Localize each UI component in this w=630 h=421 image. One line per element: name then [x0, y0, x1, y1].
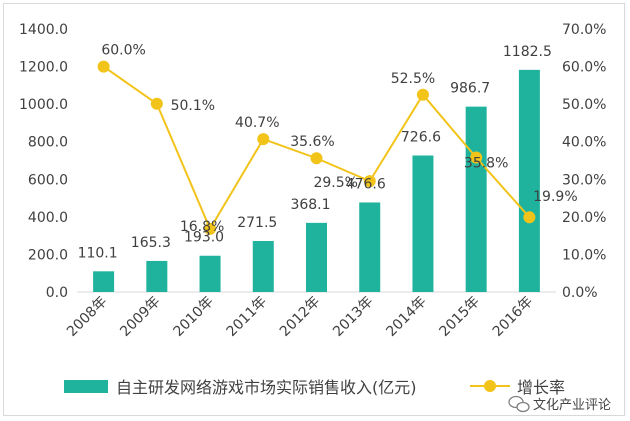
- legend-bar-swatch: [64, 380, 108, 393]
- growth-rate-point: [363, 175, 376, 188]
- left-axis-tick-label: 1400.0: [19, 22, 68, 38]
- right-axis-tick-label: 0.0%: [562, 285, 598, 301]
- growth-rate-label: 35.8%: [464, 155, 508, 171]
- bar: [199, 255, 221, 292]
- growth-rate-label: 60.0%: [101, 43, 145, 59]
- growth-rate-point: [523, 211, 536, 224]
- right-axis-tick-label: 60.0%: [562, 60, 606, 76]
- x-axis-category-label: 2012年: [277, 294, 323, 340]
- growth-rate-point: [257, 133, 270, 146]
- bar-value-label: 110.1: [78, 245, 118, 261]
- bar-value-label: 476.6: [346, 176, 386, 192]
- x-axis-category-label: 2008年: [64, 294, 110, 340]
- left-axis-tick-label: 800.0: [28, 135, 68, 151]
- growth-rate-point: [470, 151, 483, 164]
- left-axis-tick-label: 200.0: [28, 247, 68, 263]
- left-axis-tick-label: 0.0: [46, 285, 68, 301]
- growth-rate-point: [150, 97, 163, 110]
- growth-rate-label: 50.1%: [171, 98, 215, 114]
- bar: [146, 260, 168, 292]
- bar-value-label: 193.0: [184, 230, 224, 246]
- right-axis-tick-label: 10.0%: [562, 247, 606, 263]
- chart: 0.0 200.0 400.0 600.0 800.0 1000.0 1200.0 1400.…: [19, 22, 611, 413]
- right-axis-tick-label: 40.0%: [562, 135, 606, 151]
- bar: [412, 155, 434, 292]
- bar: [252, 240, 274, 292]
- x-axis-category-label: 2011年: [224, 294, 270, 340]
- left-axis-tick-label: 1000.0: [19, 97, 68, 113]
- left-axis-tick-label: 400.0: [28, 210, 68, 226]
- x-axis-category-label: 2013年: [330, 294, 376, 340]
- x-axis-category-label: 2010年: [170, 294, 216, 340]
- bar: [359, 202, 381, 292]
- bar-value-label: 986.7: [450, 81, 490, 97]
- growth-rate-label: 52.5%: [391, 71, 435, 87]
- growth-rate-point: [310, 152, 323, 165]
- bar-value-label: 368.1: [290, 197, 330, 213]
- x-axis-category-label: 2016年: [490, 294, 536, 340]
- legend-line-label: 增长率: [517, 378, 565, 397]
- right-axis-tick-label: 30.0%: [562, 172, 606, 188]
- bar: [465, 106, 487, 292]
- bar: [518, 69, 540, 293]
- growth-rate-point: [416, 88, 429, 101]
- growth-rate-point: [204, 222, 217, 235]
- bar-value-label: 726.6: [401, 130, 441, 146]
- bar-value-label: 165.3: [131, 235, 171, 251]
- legend-line-marker: [484, 380, 496, 392]
- chart-frame: 0.0 200.0 400.0 600.0 800.0 1000.0 1200.0 1400.…: [3, 3, 625, 416]
- growth-rate-label: 35.6%: [290, 134, 334, 150]
- bar-value-label: 1182.5: [503, 44, 552, 60]
- bar-value-label: 271.5: [237, 215, 277, 231]
- growth-rate-label: 19.9%: [533, 189, 577, 205]
- growth-rate-label: 16.8%: [180, 219, 224, 235]
- growth-rate-label: 40.7%: [235, 115, 279, 131]
- bar: [306, 222, 327, 292]
- legend-bar-label: 自主研发网络游戏市场实际销售收入(亿元): [116, 378, 417, 397]
- right-axis-tick-label: 20.0%: [562, 210, 606, 226]
- growth-rate-point: [97, 60, 110, 73]
- right-axis-tick-label: 50.0%: [562, 97, 606, 113]
- x-axis-category-label: 2014年: [383, 294, 429, 340]
- growth-rate-label: 29.5%: [313, 175, 357, 191]
- x-axis-category-label: 2009年: [117, 294, 163, 340]
- x-axis-category-label: 2015年: [437, 294, 483, 340]
- left-axis-tick-label: 600.0: [28, 172, 68, 188]
- bar: [93, 271, 115, 292]
- wechat-icon: [508, 395, 530, 413]
- left-axis-tick-label: 1200.0: [19, 60, 68, 76]
- watermark-text: 文化产业评论: [533, 398, 611, 413]
- right-axis-tick-label: 70.0%: [562, 22, 606, 38]
